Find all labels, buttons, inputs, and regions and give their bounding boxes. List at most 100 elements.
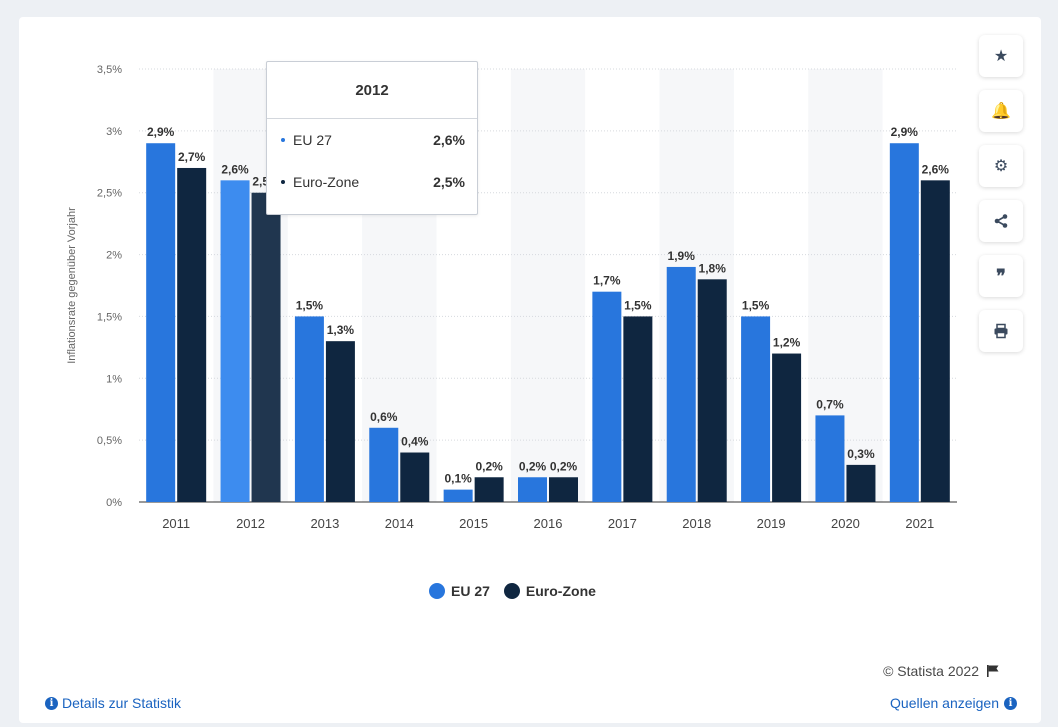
bar-eu27: [220, 180, 250, 503]
y-tick-label: 2%: [106, 250, 122, 262]
legend-dot-eu27: [429, 583, 445, 599]
bar-eurozone: [846, 464, 876, 502]
data-label: 0,7%: [816, 397, 844, 411]
bar-eurozone: [400, 452, 430, 502]
bar-eurozone: [325, 341, 355, 502]
share-icon: [994, 214, 1008, 228]
bar-eurozone: [623, 316, 653, 502]
y-axis-label: Inflationsrate gegenüber Vorjahr: [66, 207, 78, 364]
x-tick-label: 2011: [162, 516, 190, 531]
bar-chart: 0% 0,5% 1% 1,5% 2% 2,5% 3% 3,5% Inflationsrate g…: [66, 64, 957, 531]
y-tick-label: 3,5%: [97, 64, 122, 76]
data-label: 1,8%: [699, 261, 727, 275]
x-tick-label: 2018: [682, 516, 711, 531]
data-label: 1,5%: [742, 298, 770, 312]
tooltip-name-eu27: EU 27: [293, 132, 332, 148]
data-label: 1,9%: [668, 249, 696, 263]
details-link[interactable]: i Details zur Statistik: [45, 695, 181, 711]
settings-button[interactable]: ⚙: [979, 145, 1023, 187]
data-label: 0,6%: [370, 410, 398, 424]
bar-eu27: [146, 143, 176, 502]
y-tick-label: 3%: [106, 126, 122, 138]
copyright-text: © Statista 2022: [883, 663, 979, 679]
gear-icon: ⚙: [993, 158, 1009, 175]
data-label: 1,7%: [593, 274, 621, 288]
tooltip-name-eurozone: Euro-Zone: [293, 174, 360, 190]
flag-icon[interactable]: [986, 664, 1000, 678]
data-label: 1,3%: [327, 323, 355, 337]
tooltip-row-eu27: EU 27 2,6%: [267, 119, 477, 161]
bar-eurozone: [772, 353, 802, 502]
x-tick-label: 2021: [905, 516, 934, 531]
bar-eurozone: [251, 192, 281, 502]
x-tick-label: 2014: [385, 516, 414, 531]
tooltip-dot-eurozone: [281, 180, 285, 184]
y-tick-label: 2,5%: [97, 188, 122, 200]
bell-icon: 🔔: [991, 103, 1011, 120]
favorite-button[interactable]: ★: [979, 35, 1023, 77]
y-tick-label: 0,5%: [97, 435, 122, 447]
data-label: 2,9%: [147, 125, 175, 139]
bar-eurozone: [920, 180, 950, 503]
cite-button[interactable]: ❞: [979, 255, 1023, 297]
share-button[interactable]: [979, 200, 1023, 242]
tooltip-value-eurozone: 2,5%: [433, 174, 465, 190]
x-tick-label: 2012: [236, 516, 265, 531]
details-link-label: Details zur Statistik: [62, 695, 182, 711]
data-label: 0,2%: [519, 459, 547, 473]
bar-eurozone: [177, 167, 207, 502]
y-tick-label: 1%: [106, 373, 122, 385]
tooltip-row-eurozone: Euro-Zone 2,5%: [267, 161, 477, 203]
data-label: 2,7%: [178, 150, 206, 164]
data-label: 0,3%: [847, 447, 875, 461]
bar-eu27: [815, 415, 845, 502]
legend-item-eurozone[interactable]: Euro-Zone: [503, 583, 596, 599]
tooltip-title: 2012: [267, 62, 477, 119]
x-tick-label: 2016: [534, 516, 563, 531]
data-label: 1,5%: [624, 298, 652, 312]
data-label: 1,5%: [296, 298, 324, 312]
bar-eu27: [443, 489, 473, 502]
bar-eurozone: [474, 477, 504, 502]
sources-link[interactable]: Quellen anzeigen i: [890, 695, 1017, 711]
tooltip-dot-eu27: [281, 138, 285, 142]
bar-eurozone: [697, 279, 727, 502]
print-button[interactable]: [979, 310, 1023, 352]
x-tick-label: 2013: [310, 516, 339, 531]
legend-item-eu27[interactable]: EU 27: [429, 583, 490, 599]
quote-icon: ❞: [996, 265, 1006, 286]
x-tick-label: 2020: [831, 516, 860, 531]
legend-dot-eurozone: [503, 583, 520, 599]
column-shade: [510, 69, 586, 502]
data-label: 0,1%: [444, 472, 472, 486]
x-tick-label: 2017: [608, 516, 637, 531]
legend-label-eurozone: Euro-Zone: [525, 583, 596, 599]
data-label: 2,6%: [221, 162, 249, 176]
data-label: 1,2%: [773, 336, 801, 350]
bar-eu27: [741, 316, 771, 502]
data-label: 0,2%: [475, 459, 503, 473]
legend-label-eu27: EU 27: [451, 583, 490, 599]
bar-eu27: [518, 477, 547, 502]
chart-tooltip: 2012 EU 27 2,6% Euro-Zone 2,5%: [266, 61, 478, 215]
star-icon: ★: [993, 48, 1009, 65]
bar-eu27: [666, 266, 696, 502]
bar-eu27: [889, 143, 919, 502]
tooltip-value-eu27: 2,6%: [433, 132, 465, 148]
data-label: 2,9%: [891, 125, 919, 139]
info-icon: i: [1004, 696, 1017, 710]
bar-eu27: [369, 427, 399, 502]
data-label: 2,6%: [922, 162, 950, 176]
notification-button[interactable]: 🔔: [979, 90, 1023, 132]
x-tick-label: 2015: [459, 516, 488, 531]
chart-legend: EU 27 Euro-Zone: [429, 583, 610, 599]
bar-eu27: [592, 291, 622, 502]
data-label: 0,2%: [550, 459, 578, 473]
sources-link-label: Quellen anzeigen: [890, 695, 999, 711]
x-tick-label: 2019: [757, 516, 786, 531]
info-icon: i: [45, 696, 58, 710]
bar-eurozone: [549, 477, 578, 502]
print-icon: [994, 323, 1008, 339]
data-label: 0,4%: [401, 435, 429, 449]
copyright: © Statista 2022: [883, 663, 1000, 679]
